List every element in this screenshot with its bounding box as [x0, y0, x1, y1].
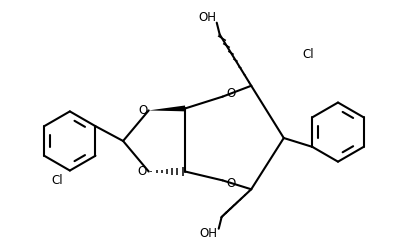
Text: Cl: Cl	[303, 48, 314, 61]
Text: Cl: Cl	[51, 174, 63, 187]
Text: O: O	[226, 177, 235, 190]
Polygon shape	[149, 106, 185, 111]
Text: O: O	[137, 165, 146, 178]
Text: OH: OH	[198, 11, 216, 24]
Text: O: O	[138, 104, 147, 117]
Text: O: O	[226, 87, 235, 100]
Text: OH: OH	[200, 227, 218, 240]
